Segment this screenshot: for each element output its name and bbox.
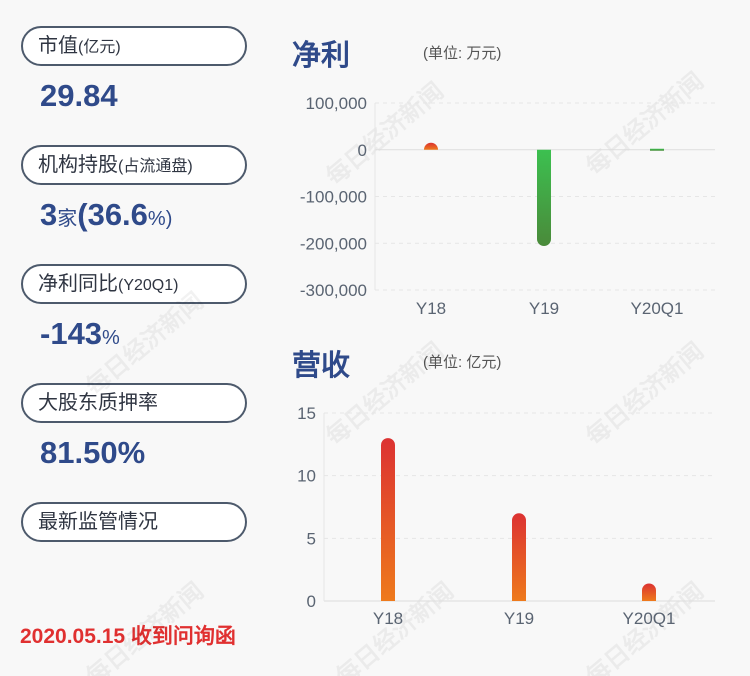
y-tick-label: -300,000 (300, 281, 367, 300)
y-tick-label: 0 (358, 141, 367, 160)
count-unit: 家 (57, 208, 78, 230)
bar-y20q1 (650, 148, 664, 151)
market-cap-value: 29.84 (40, 78, 118, 113)
percent: (36.6 (77, 197, 148, 232)
bar-y20q1 (642, 583, 656, 601)
net-profit-yoy-value: -143% (40, 316, 120, 352)
bar-y18 (381, 438, 395, 601)
x-tick-label: Y19 (504, 609, 534, 628)
watermark-text: 每日经济新闻 (321, 337, 449, 451)
watermark-text: 每日经济新闻 (581, 337, 709, 451)
pledge-ratio-value: 81.50% (40, 435, 146, 470)
net-profit-yoy-label: 净利同比(Y20Q1) (21, 264, 247, 304)
value: -143 (40, 316, 103, 351)
institution-holding-label: 机构持股(占流通盘) (21, 145, 247, 185)
x-tick-label: Y20Q1 (631, 299, 684, 318)
unit: % (102, 327, 120, 349)
x-tick-label: Y20Q1 (623, 609, 676, 628)
y-tick-label: -200,000 (300, 234, 367, 253)
x-tick-label: Y19 (529, 299, 559, 318)
bar-y19 (512, 513, 526, 601)
net-profit-title: 净利 (292, 40, 351, 72)
watermark-text: 每日经济新闻 (81, 577, 209, 676)
x-tick-label: Y18 (416, 299, 446, 318)
revenue-unit: (单位: 亿元) (423, 354, 502, 371)
inquiry-date-note: 2020.05.15 收到问询函 (20, 625, 236, 648)
label-small: (亿元) (78, 39, 121, 56)
label-small: (占流通盘) (118, 158, 193, 175)
market-cap-label: 市值(亿元) (21, 26, 247, 66)
count: 3 (40, 197, 58, 232)
label: 市值 (38, 35, 78, 57)
y-tick-label: -100,000 (300, 188, 367, 207)
label: 净利同比 (38, 273, 118, 295)
label: 最新监管情况 (38, 511, 158, 533)
pledge-ratio-label: 大股东质押率 (21, 383, 247, 423)
regulation-status-button[interactable]: 最新监管情况 (21, 502, 247, 542)
watermark-text: 每日经济新闻 (581, 67, 709, 181)
y-tick-label: 0 (307, 592, 316, 611)
label: 大股东质押率 (38, 392, 158, 414)
x-tick-label: Y18 (373, 609, 403, 628)
bar-y18 (424, 142, 438, 150)
percent-unit: %) (147, 208, 173, 230)
revenue-title: 营收 (292, 350, 351, 382)
institution-holding-value: 3家(36.6%) (40, 197, 172, 233)
y-tick-label: 15 (297, 404, 316, 423)
y-tick-label: 10 (297, 467, 316, 486)
y-tick-label: 5 (307, 529, 316, 548)
net-profit-unit: (单位: 万元) (423, 45, 502, 62)
label-small: (Y20Q1) (118, 277, 179, 294)
label: 机构持股 (38, 154, 118, 176)
y-tick-label: 100,000 (306, 94, 367, 113)
watermark-text: 每日经济新闻 (81, 287, 209, 401)
bar-y19 (537, 149, 551, 247)
